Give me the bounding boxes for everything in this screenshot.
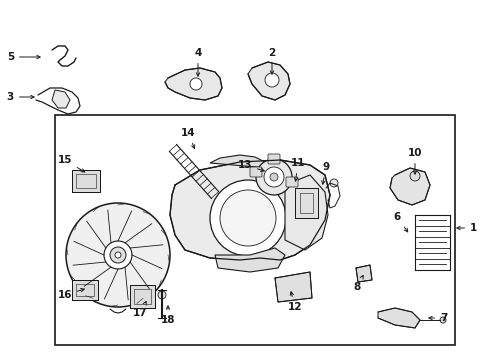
Polygon shape	[294, 188, 317, 218]
Polygon shape	[72, 280, 98, 300]
Circle shape	[115, 252, 121, 258]
Circle shape	[158, 291, 165, 299]
Text: 1: 1	[456, 223, 476, 233]
Circle shape	[256, 159, 291, 195]
Text: 10: 10	[407, 148, 421, 174]
FancyBboxPatch shape	[285, 177, 297, 187]
Circle shape	[66, 203, 170, 307]
Text: 15: 15	[58, 155, 84, 172]
Circle shape	[264, 167, 284, 187]
Circle shape	[220, 190, 275, 246]
Polygon shape	[72, 170, 100, 192]
Polygon shape	[285, 175, 327, 250]
Polygon shape	[164, 68, 222, 100]
Text: 18: 18	[161, 306, 175, 325]
Circle shape	[190, 78, 202, 90]
Polygon shape	[274, 272, 311, 302]
Text: 9: 9	[321, 162, 329, 184]
Text: 6: 6	[392, 212, 407, 232]
Text: 4: 4	[194, 48, 201, 76]
Circle shape	[264, 73, 279, 87]
Text: 2: 2	[268, 48, 275, 74]
FancyBboxPatch shape	[249, 167, 262, 177]
Polygon shape	[389, 168, 429, 205]
Circle shape	[209, 180, 285, 256]
Text: 11: 11	[290, 158, 305, 181]
Circle shape	[269, 173, 278, 181]
Circle shape	[329, 179, 337, 187]
Polygon shape	[215, 248, 285, 272]
Polygon shape	[355, 265, 371, 282]
Text: 3: 3	[7, 92, 34, 102]
Text: 12: 12	[287, 292, 302, 312]
FancyBboxPatch shape	[267, 154, 280, 164]
Text: 13: 13	[237, 160, 264, 171]
Polygon shape	[209, 155, 267, 168]
Text: 16: 16	[58, 288, 84, 300]
Polygon shape	[247, 62, 289, 100]
Polygon shape	[170, 160, 329, 260]
Circle shape	[409, 171, 419, 181]
Text: 5: 5	[7, 52, 40, 62]
Circle shape	[110, 247, 126, 263]
Polygon shape	[130, 285, 155, 308]
Circle shape	[439, 317, 445, 323]
Polygon shape	[52, 90, 70, 108]
Text: 17: 17	[132, 301, 147, 318]
Polygon shape	[377, 308, 419, 328]
Text: 8: 8	[353, 275, 363, 292]
Text: 14: 14	[181, 128, 195, 148]
Text: 7: 7	[428, 313, 447, 323]
Circle shape	[104, 241, 132, 269]
Bar	[55, 115, 454, 345]
